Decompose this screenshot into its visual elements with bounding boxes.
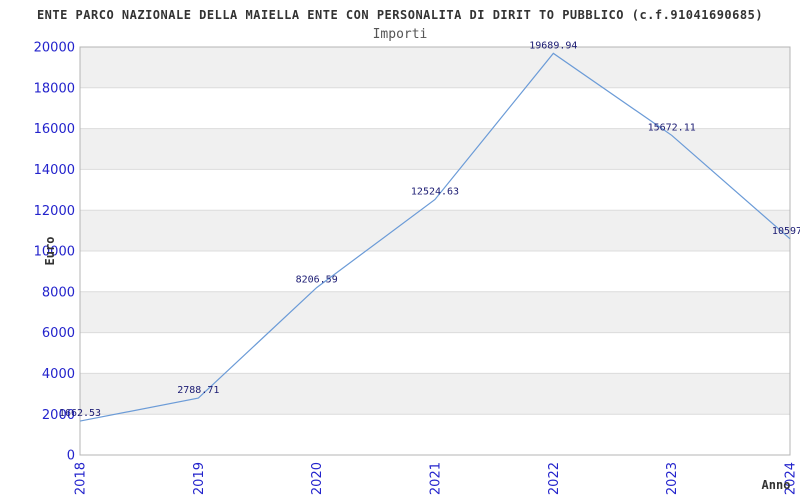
x-tick-label: 2021 bbox=[429, 462, 444, 495]
data-line bbox=[79, 52, 791, 422]
y-tick-label: 14000 bbox=[34, 163, 75, 178]
data-point-label: 19689.94 bbox=[529, 40, 577, 51]
plot-band-plain bbox=[80, 332, 790, 374]
x-tick-label: 2020 bbox=[310, 462, 325, 495]
plot-band-shaded bbox=[80, 47, 790, 88]
data-point-label: 10597.5 bbox=[772, 226, 800, 237]
x-tick-label: 2019 bbox=[192, 462, 207, 495]
plot-band-plain bbox=[80, 251, 790, 292]
data-point-label: 1662.53 bbox=[59, 408, 101, 419]
x-tick-label: 2024 bbox=[784, 462, 799, 495]
y-tick-label: 6000 bbox=[42, 326, 75, 341]
chart-subtitle: Importi bbox=[372, 27, 428, 42]
y-tick-label: 4000 bbox=[42, 367, 75, 382]
y-tick-label: 8000 bbox=[42, 285, 75, 300]
data-point-label: 12524.63 bbox=[411, 186, 459, 197]
x-tick-label: 2023 bbox=[665, 462, 680, 495]
plot-border bbox=[79, 46, 791, 456]
plot-band-shaded bbox=[80, 291, 790, 333]
y-tick-label: 10000 bbox=[34, 245, 75, 260]
y-tick-label: 18000 bbox=[34, 81, 75, 96]
plot-band-shaded bbox=[80, 210, 790, 251]
data-point-label: 8206.59 bbox=[296, 275, 338, 286]
chart-title: ENTE PARCO NAZIONALE DELLA MAIELLA ENTE … bbox=[36, 8, 764, 22]
data-point-label: 15672.11 bbox=[648, 122, 696, 133]
x-tick-label: 2018 bbox=[74, 462, 89, 495]
y-axis-title: Euro bbox=[43, 237, 57, 266]
plot-band-shaded bbox=[80, 128, 790, 170]
y-tick-label: 2000 bbox=[42, 408, 75, 423]
y-tick-label: 16000 bbox=[34, 122, 75, 137]
x-axis-title: Anno bbox=[762, 478, 791, 492]
plot-band-plain bbox=[80, 169, 790, 211]
y-tick-label: 12000 bbox=[34, 204, 75, 219]
x-tick-label: 2022 bbox=[547, 462, 562, 495]
data-point-label: 2788.71 bbox=[177, 385, 219, 396]
y-tick-label: 0 bbox=[67, 449, 75, 464]
y-tick-label: 20000 bbox=[34, 41, 75, 56]
plot-band-plain bbox=[80, 87, 790, 129]
plot-band-shaded bbox=[80, 373, 790, 415]
plot-band-plain bbox=[80, 414, 790, 455]
